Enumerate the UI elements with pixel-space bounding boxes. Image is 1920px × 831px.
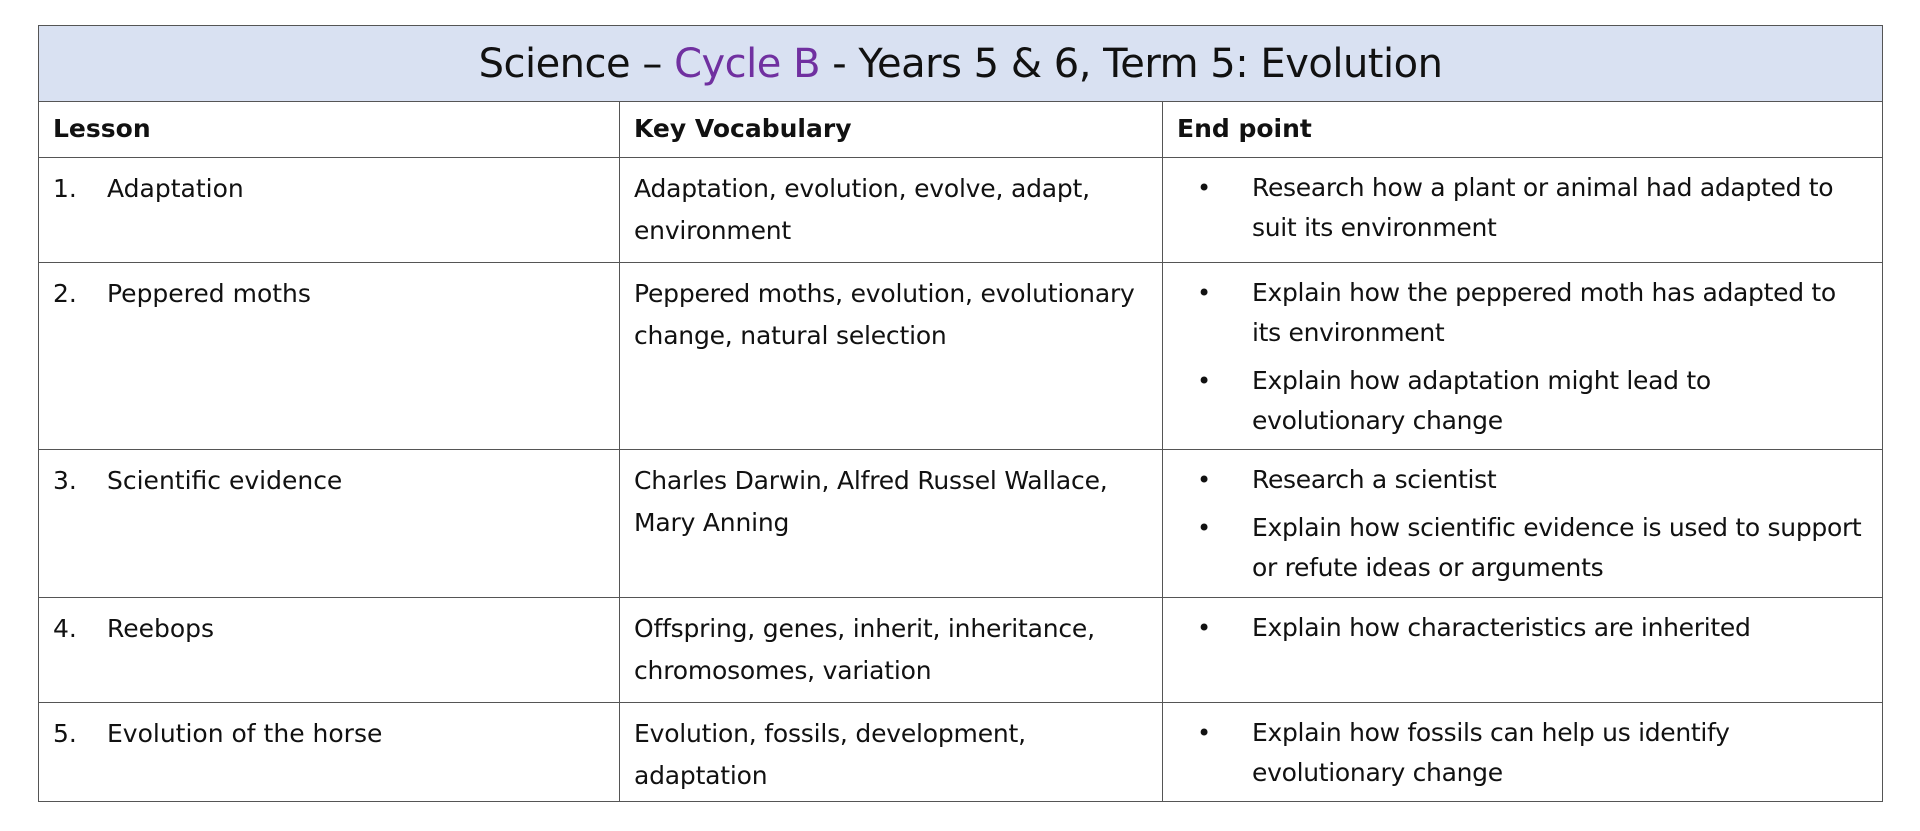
header-row: Lesson Key Vocabulary End point: [38, 101, 1884, 158]
lesson-cell: 3. Scientific evidence: [38, 449, 620, 598]
lesson-title: Adaptation: [107, 174, 244, 203]
lesson-cell: 1. Adaptation: [38, 157, 620, 263]
bullet-icon: •: [1197, 279, 1211, 307]
vocabulary-cell: Adaptation, evolution, evolve, adapt, en…: [619, 157, 1163, 263]
end-point-list: • Explain how the peppered moth has adapt…: [1177, 273, 1868, 441]
lesson-cell: 2. Peppered moths: [38, 262, 620, 450]
curriculum-plan-table: Science – Cycle B - Years 5 & 6, Term 5:…: [37, 25, 1884, 802]
end-point-cell: • Research how a plant or animal had adap…: [1161, 157, 1884, 263]
table-row: 4. Reebops Offspring, genes, inherit, inh…: [38, 597, 1884, 703]
end-point-item: • Explain how scientific evidence is used…: [1177, 508, 1868, 588]
lesson-number: 4.: [53, 614, 77, 643]
lesson-cell: 4. Reebops: [38, 597, 620, 703]
lesson-number: 1.: [53, 174, 77, 203]
end-point-item: • Research how a plant or animal had adap…: [1177, 168, 1868, 248]
end-point-cell: • Explain how the peppered moth has adapt…: [1161, 262, 1884, 450]
bullet-icon: •: [1197, 614, 1211, 642]
bullet-icon: •: [1197, 367, 1211, 395]
end-point-cell: • Explain how fossils can help us identif…: [1161, 702, 1884, 802]
end-point-item: • Explain how characteristics are inherit…: [1177, 608, 1868, 648]
end-point-list: • Explain how characteristics are inherit…: [1177, 608, 1868, 648]
bullet-icon: •: [1197, 514, 1211, 542]
lesson-number: 3.: [53, 466, 77, 495]
lesson-number: 5.: [53, 719, 77, 748]
page-title: Science – Cycle B - Years 5 & 6, Term 5:…: [37, 25, 1884, 102]
end-point-cell: • Explain how characteristics are inherit…: [1161, 597, 1884, 703]
vocabulary-cell: Evolution, fossils, development, adaptat…: [619, 702, 1163, 802]
end-point-item: • Explain how fossils can help us identif…: [1177, 713, 1868, 793]
lesson-title: Peppered moths: [107, 279, 311, 308]
table-row: 3. Scientific evidence Charles Darwin, Al…: [38, 449, 1884, 598]
end-point-item: • Explain how adaptation might lead to ev…: [1177, 361, 1868, 441]
vocabulary-cell: Offspring, genes, inherit, inheritance, …: [619, 597, 1163, 703]
table-row: 2. Peppered moths Peppered moths, evoluti…: [38, 262, 1884, 450]
column-header-vocabulary: Key Vocabulary: [619, 101, 1163, 158]
end-point-list: • Explain how fossils can help us identif…: [1177, 713, 1868, 793]
lesson-title: Scientific evidence: [107, 466, 343, 495]
end-point-item: • Explain how the peppered moth has adapt…: [1177, 273, 1868, 353]
bullet-icon: •: [1197, 719, 1211, 747]
lesson-number: 2.: [53, 279, 77, 308]
lesson-title: Reebops: [107, 614, 215, 643]
end-point-list: • Research how a plant or animal had adap…: [1177, 168, 1868, 248]
title-suffix: - Years 5 & 6, Term 5: Evolution: [820, 40, 1443, 87]
column-header-lesson: Lesson: [38, 101, 620, 158]
end-point-list: • Research a scientist • Explain how scien…: [1177, 460, 1868, 588]
bullet-icon: •: [1197, 466, 1211, 494]
column-header-end-point: End point: [1161, 101, 1884, 158]
lesson-title: Evolution of the horse: [107, 719, 383, 748]
table-row: 5. Evolution of the horse Evolution, foss…: [38, 702, 1884, 802]
vocabulary-cell: Charles Darwin, Alfred Russel Wallace, M…: [619, 449, 1163, 598]
end-point-item: • Research a scientist: [1177, 460, 1868, 500]
end-point-cell: • Research a scientist • Explain how scien…: [1161, 449, 1884, 598]
title-prefix: Science –: [478, 40, 675, 87]
vocabulary-cell: Peppered moths, evolution, evolutionary …: [619, 262, 1163, 450]
bullet-icon: •: [1197, 174, 1211, 202]
curriculum-plan-sheet: Science – Cycle B - Years 5 & 6, Term 5:…: [37, 25, 1884, 802]
title-row: Science – Cycle B - Years 5 & 6, Term 5:…: [37, 25, 1884, 102]
lesson-cell: 5. Evolution of the horse: [38, 702, 620, 802]
table-row: 1. Adaptation Adaptation, evolution, evol…: [38, 157, 1884, 263]
title-accent: Cycle B: [674, 40, 821, 87]
